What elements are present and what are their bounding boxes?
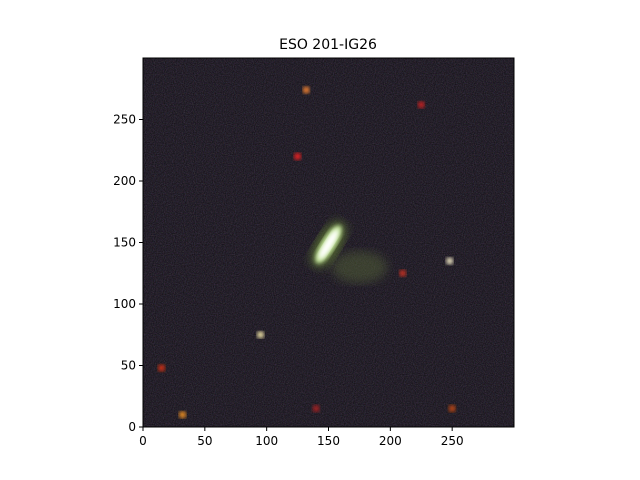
x-tick-label: 50 [197,434,212,448]
y-tick-label: 250 [113,113,136,127]
red-dot-6 [312,405,320,413]
y-axis: 0 50 100 150 200 250 [113,113,143,434]
figure-title: ESO 201-IG26 [279,37,377,53]
sources-layer [158,86,456,419]
y-tick-label: 200 [113,174,136,188]
y-tick-label: 0 [128,420,136,434]
x-axis: 0 50 100 150 200 250 [139,427,464,448]
red-dot-4 [158,364,166,372]
x-tick-label: 250 [441,434,464,448]
astro-image [143,58,514,427]
x-tick-label: 100 [255,434,278,448]
y-tick-label: 100 [113,297,136,311]
galaxy-halo-lower [331,251,388,284]
star-bottom-left [179,411,187,419]
star-left [256,331,264,339]
star-right [446,257,454,265]
y-tick-label: 50 [121,359,136,373]
red-dot-2 [417,101,425,109]
star-bottom-right [448,405,456,413]
x-tick-label: 0 [139,434,147,448]
y-tick-label: 150 [113,236,136,250]
red-dot-1 [294,152,302,160]
x-tick-label: 150 [317,434,340,448]
red-dot-3 [302,86,310,94]
x-tick-label: 200 [379,434,402,448]
red-dot-5 [399,269,407,277]
central-galaxy-core [311,221,346,268]
